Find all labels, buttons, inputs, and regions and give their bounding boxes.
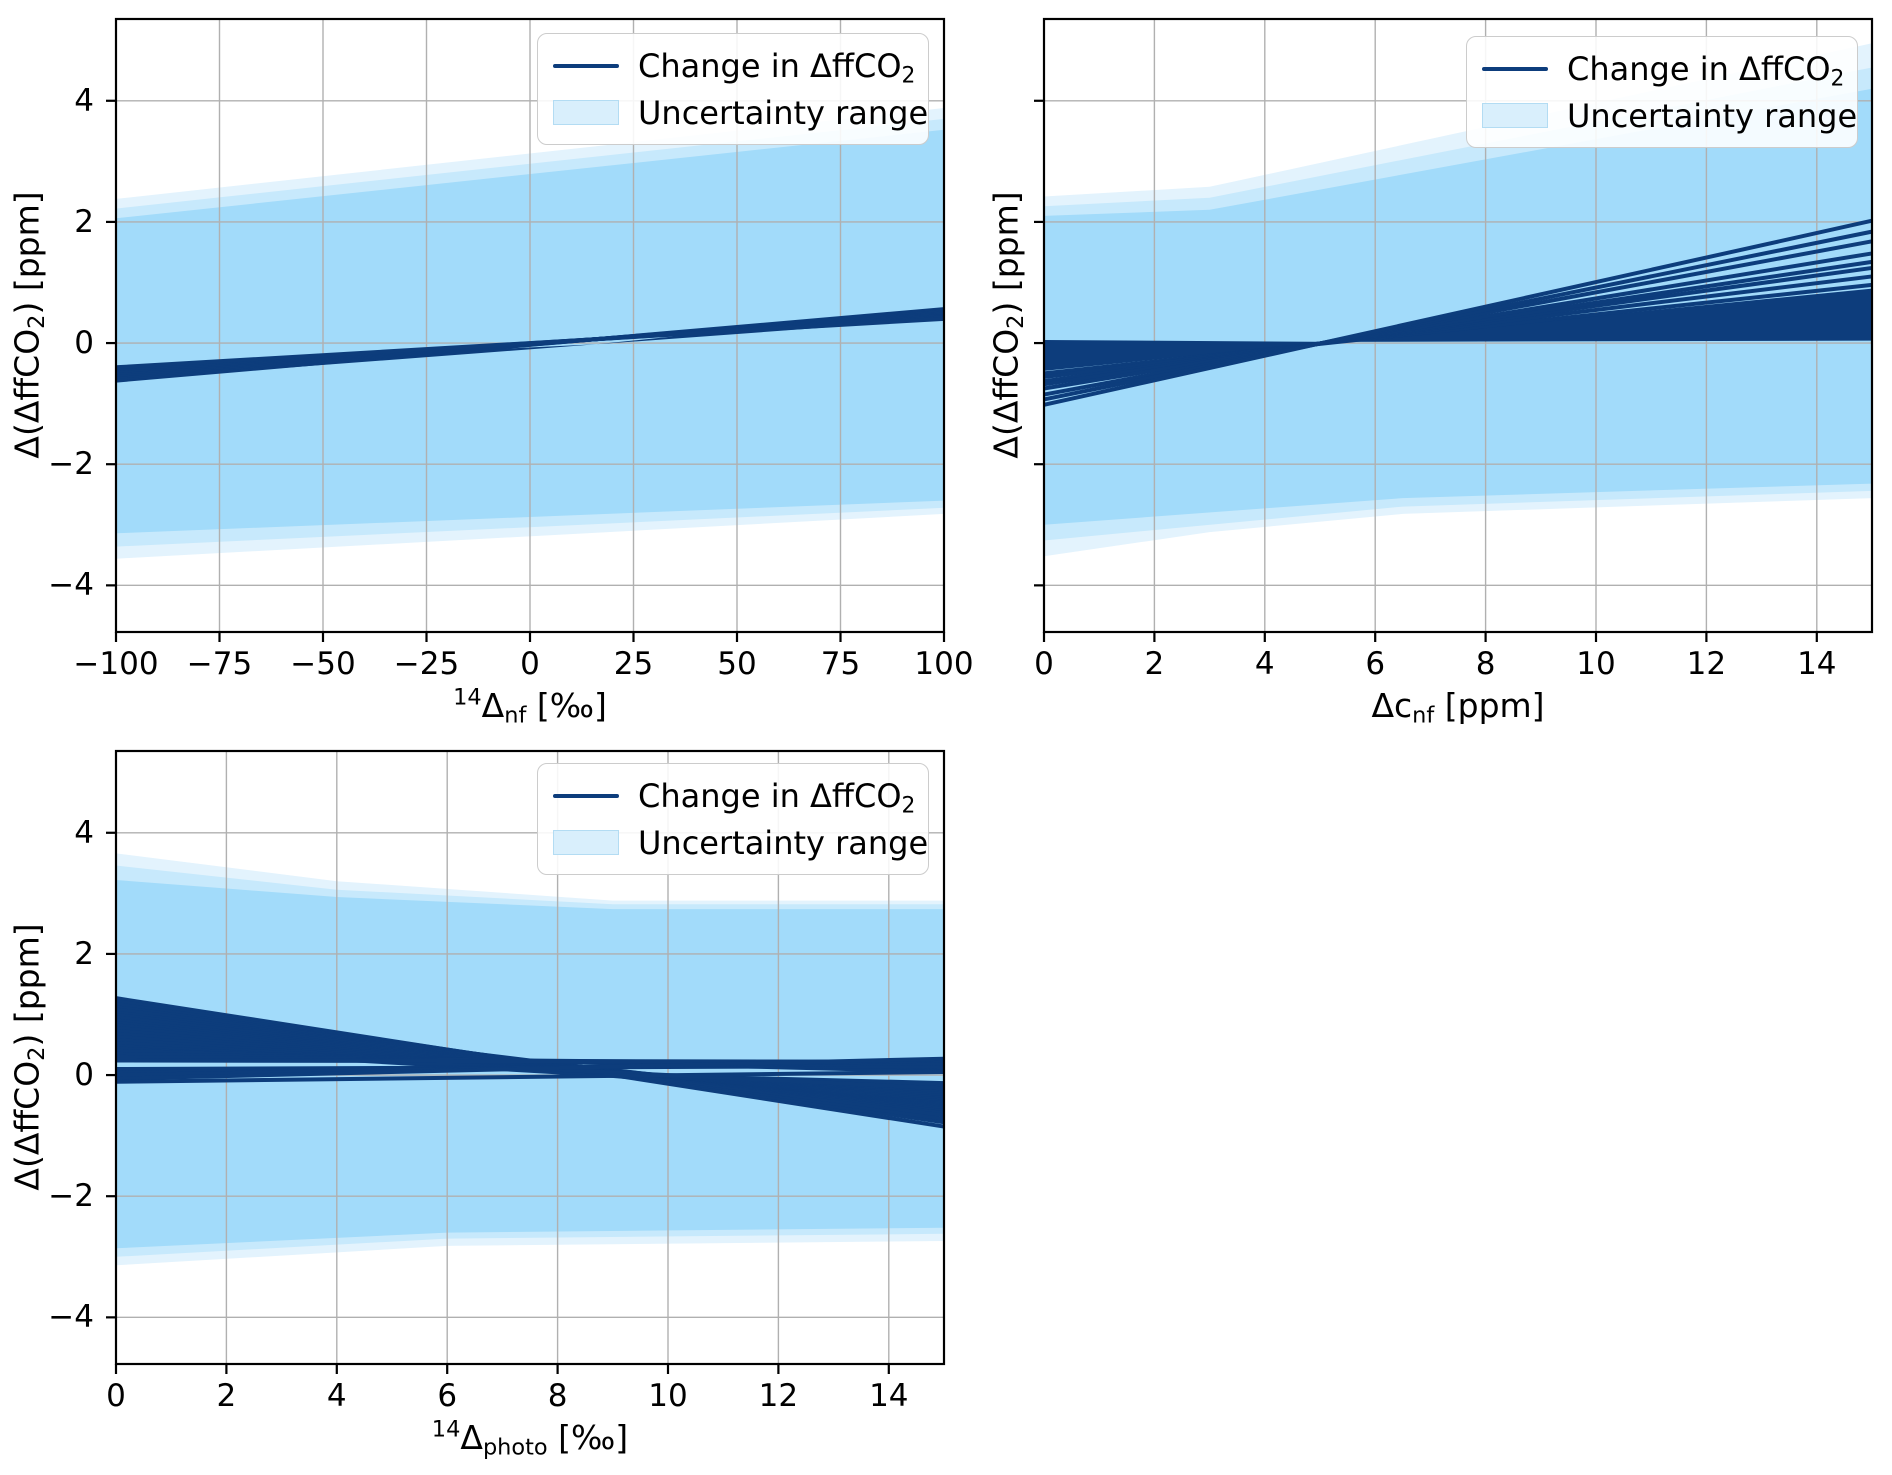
plot-area-svg: [106, 749, 946, 1374]
y-tick-label: 0: [74, 1057, 94, 1094]
legend-line-swatch: [552, 63, 620, 68]
x-tick-label: 100: [914, 646, 974, 682]
legend-patch-swatch: [552, 830, 620, 855]
x-axis-label: Δcnf [ppm]: [1044, 686, 1872, 727]
y-label-pre: Δ(ΔffCO: [986, 328, 1026, 459]
patch-swatch-icon: [1482, 103, 1548, 128]
legend-line-label-text: Change in ΔffCO: [1567, 49, 1831, 88]
x-tick-label: 2: [216, 1378, 237, 1414]
y-tick-label: 4: [74, 82, 94, 119]
x-tick-label: 8: [1475, 646, 1496, 682]
legend-entry-band: Uncertainty range: [552, 89, 928, 136]
legend-entry-band: Uncertainty range: [552, 819, 928, 866]
legend: Change in ΔffCO2 Uncertainty range: [537, 763, 929, 875]
plot-area: [106, 749, 946, 1374]
x-tick-label: −25: [393, 646, 460, 682]
y-tick-label: −4: [48, 567, 94, 604]
plot-area: [106, 17, 946, 642]
subplot-delta14-nf: Δ(ΔffCO2) [ppm] 4 2 0 −2 −4 −100 −75 −50 −25 0 25…: [0, 0, 974, 737]
line-swatch-icon: [1482, 66, 1548, 71]
legend-patch-swatch: [552, 100, 620, 125]
x-tick-label: 8: [547, 1378, 568, 1414]
plot-area-svg: [106, 17, 946, 642]
x-label-sub: photo: [482, 1434, 548, 1461]
x-tick-label: 4: [1254, 646, 1275, 682]
x-label-sub: nf: [504, 702, 527, 729]
legend-line-label-text: Change in ΔffCO: [638, 776, 902, 815]
y-tick-label: −4: [48, 1299, 94, 1336]
line-swatch-icon: [553, 793, 619, 798]
x-tick-label: 2: [1144, 646, 1165, 682]
legend: Change in ΔffCO2 Uncertainty range: [537, 33, 929, 145]
plot-area: [1034, 17, 1874, 642]
legend-patch-label: Uncertainty range: [638, 823, 929, 862]
line-swatch-icon: [553, 63, 619, 68]
x-tick-label: 10: [1576, 646, 1616, 682]
legend-entry-line: Change in ΔffCO2: [552, 42, 916, 89]
legend-line-label-sub: 2: [901, 792, 916, 818]
legend-line-label-text: Change in ΔffCO: [638, 46, 902, 85]
legend-patch-swatch: [1481, 103, 1549, 128]
legend-patch-label: Uncertainty range: [1567, 96, 1858, 135]
subplot-delta-c-nf: Δ(ΔffCO2) [ppm] 0 2 4 6 8 10 12 14 Δcnf [ppm] C…: [928, 0, 1892, 737]
legend-line-label: Change in ΔffCO2: [638, 776, 916, 818]
x-label-base: Δ: [481, 686, 505, 725]
legend-line-label: Change in ΔffCO2: [638, 46, 916, 88]
x-tick-label: 4: [326, 1378, 347, 1414]
y-tick-label: 2: [74, 935, 94, 972]
x-label-unit: [‰]: [547, 1418, 629, 1457]
legend-line-label-sub: 2: [901, 62, 916, 88]
y-tick-label: 4: [74, 814, 94, 851]
x-tick-label: 12: [1686, 646, 1727, 682]
x-label-unit: [ppm]: [1434, 686, 1545, 725]
legend: Change in ΔffCO2 Uncertainty range: [1466, 36, 1858, 148]
legend-entry-line: Change in ΔffCO2: [1481, 45, 1845, 92]
y-tick-label: −2: [48, 446, 94, 483]
legend-patch-label: Uncertainty range: [638, 93, 929, 132]
x-tick-label: 0: [1034, 646, 1054, 682]
x-tick-label: 6: [437, 1378, 458, 1414]
y-tick-label: −2: [48, 1178, 94, 1215]
x-tick-label: −75: [186, 646, 253, 682]
x-tick-label: 25: [613, 646, 654, 682]
legend-line-swatch: [1481, 66, 1549, 71]
y-tick-label: 0: [74, 325, 94, 362]
x-tick-label: 6: [1365, 646, 1386, 682]
x-label-base: Δ: [460, 1418, 483, 1457]
legend-line-label-sub: 2: [1830, 65, 1845, 91]
x-label-sup: 14: [453, 684, 482, 711]
x-tick-label: 75: [820, 646, 861, 682]
x-axis-label: 14Δnf [‰]: [116, 684, 944, 727]
x-tick-label: 14: [869, 1378, 909, 1414]
legend-line-label: Change in ΔffCO2: [1567, 49, 1845, 91]
y-label-post: ) [ppm]: [986, 191, 1026, 315]
x-label-sub: nf: [1412, 702, 1435, 729]
patch-swatch-icon: [553, 830, 619, 855]
x-tick-label: 10: [648, 1378, 688, 1414]
y-axis-label: Δ(ΔffCO2) [ppm]: [986, 191, 1030, 459]
x-tick-label: −50: [290, 646, 356, 682]
y-tick-label: 2: [74, 203, 94, 240]
x-tick-label: 14: [1797, 646, 1837, 682]
x-axis-label: 14Δphoto [‰]: [116, 1416, 944, 1459]
legend-entry-band: Uncertainty range: [1481, 92, 1857, 139]
x-tick-label: 0: [520, 646, 540, 682]
y-label-sub: 2: [1003, 314, 1030, 329]
x-tick-label: −100: [73, 646, 159, 682]
x-label-sup: 14: [431, 1416, 461, 1443]
patch-swatch-icon: [553, 100, 619, 125]
x-label-base: Δc: [1371, 686, 1413, 725]
plot-area-svg: [1034, 17, 1874, 642]
x-label-unit: [‰]: [526, 686, 607, 725]
x-tick-label: 0: [106, 1378, 126, 1414]
subplot-delta14-photo: Δ(ΔffCO2) [ppm] 4 2 0 −2 −4 0 2 4 6 8 10 12 14 14Δp…: [0, 737, 950, 1475]
legend-entry-line: Change in ΔffCO2: [552, 772, 916, 819]
x-tick-label: 50: [717, 646, 757, 682]
legend-line-swatch: [552, 793, 620, 798]
x-tick-label: 12: [758, 1378, 799, 1414]
